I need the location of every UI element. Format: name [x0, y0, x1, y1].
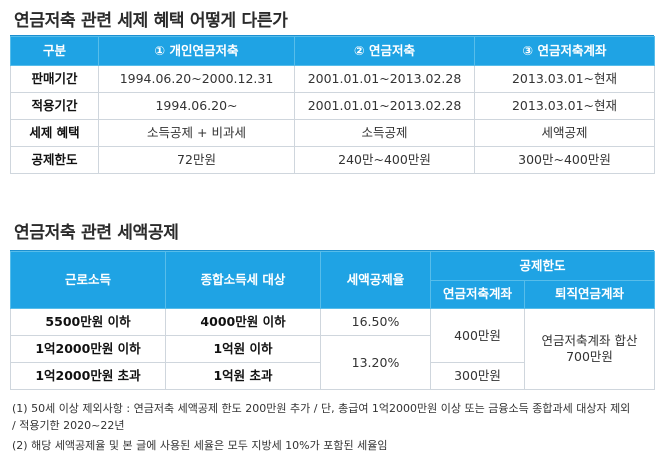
table-row: 공제한도 72만원 240만~400만원 300만~400만원: [10, 146, 655, 174]
section2-title: 연금저축 관련 세액공제: [14, 223, 179, 243]
row-label-deduction-limit: 공제한도: [10, 146, 99, 174]
table-cell: 1994.06.20~: [98, 92, 295, 120]
rate-cell: 13.20%: [320, 335, 431, 390]
rate-cell: 16.50%: [320, 308, 431, 336]
table-cell: 72만원: [98, 146, 295, 174]
tax-credit-table: 근로소득 종합소득세 대상 세액공제율 공제한도 연금저축계좌 퇴직연금계좌 5…: [10, 251, 656, 390]
limit-account-cell: 400만원: [430, 308, 525, 363]
row-label-sales-period: 판매기간: [10, 65, 99, 93]
table-cell: 소득공제: [294, 119, 475, 147]
limit-account-cell: 300만원: [430, 362, 525, 390]
header-global-income-tax: 종합소득세 대상: [165, 251, 321, 309]
header-deduction-limit: 공제한도: [429, 251, 656, 281]
table-cell: 300만~400만원: [474, 146, 655, 174]
table-row: 세제 혜택 소득공제 + 비과세 소득공제 세액공제: [10, 119, 655, 147]
table-cell: 1억원 이하: [165, 335, 321, 363]
table-cell: 2013.03.01~현재: [474, 92, 655, 120]
table-cell: 1억2000만원 초과: [10, 362, 166, 390]
footnote-1: (1) 50세 이상 제외사항 : 연금저축 세액공제 한도 200만원 추가 …: [12, 402, 631, 415]
row-label-tax-benefit: 세제 혜택: [10, 119, 99, 147]
table-cell: 4000만원 이하: [165, 308, 321, 336]
table-row: 1억2000만원 초과 1억원 초과 300만원: [10, 362, 655, 390]
header-personal-pension: ① 개인연금저축: [98, 36, 295, 66]
table-cell: 5500만원 이하: [10, 308, 166, 336]
table-row: 5500만원 이하 4000만원 이하 16.50% 400만원 연금저축계좌 …: [10, 308, 656, 390]
table-cell: 세액공제: [474, 119, 655, 147]
header-pension-account: ③ 연금저축계좌: [474, 36, 655, 66]
limit-retire-line2: 700만원: [566, 349, 613, 364]
table-row: 1억2000만원 이하 1억원 이하 13.20%: [10, 335, 655, 390]
limit-retire-cell: 연금저축계좌 합산 700만원: [523, 308, 656, 390]
footnote-1-cont: / 적용기한 2020~22년: [12, 419, 125, 432]
header-earned-income: 근로소득: [10, 251, 166, 309]
header-pension-savings: ② 연금저축: [294, 36, 475, 66]
table-cell: 소득공제 + 비과세: [98, 119, 295, 147]
table-cell: 2001.01.01~2013.02.28: [294, 65, 475, 93]
table-cell: 2013.03.01~현재: [474, 65, 655, 93]
footnote-2: (2) 해당 세액공제율 및 본 글에 사용된 세율은 모두 지방세 10%가 …: [12, 439, 388, 452]
row-label-apply-period: 적용기간: [10, 92, 99, 120]
header-credit-rate: 세액공제율: [320, 251, 431, 309]
table-cell: 1억2000만원 이하: [10, 335, 166, 363]
table-row: 적용기간 1994.06.20~ 2001.01.01~2013.02.28 2…: [10, 92, 655, 120]
limit-retire-line1: 연금저축계좌 합산: [541, 333, 638, 349]
table1-header-row: 구분 ① 개인연금저축 ② 연금저축 ③ 연금저축계좌: [10, 36, 655, 66]
tax-benefit-table: 구분 ① 개인연금저축 ② 연금저축 ③ 연금저축계좌 판매기간 1994.06…: [10, 36, 655, 174]
table-cell: 1억원 초과: [165, 362, 321, 390]
table2-header-row: 근로소득 종합소득세 대상 세액공제율 공제한도: [10, 251, 656, 309]
table-cell: 240만~400만원: [294, 146, 475, 174]
header-retirement-account: 퇴직연금계좌: [523, 279, 656, 309]
header-pension-account: 연금저축계좌: [430, 279, 525, 309]
table-cell: 1994.06.20~2000.12.31: [98, 65, 295, 93]
header-category: 구분: [10, 36, 99, 66]
section1-title: 연금저축 관련 세제 혜택 어떻게 다른가: [14, 11, 288, 31]
table-cell: 2001.01.01~2013.02.28: [294, 92, 475, 120]
table-row: 판매기간 1994.06.20~2000.12.31 2001.01.01~20…: [10, 65, 655, 93]
